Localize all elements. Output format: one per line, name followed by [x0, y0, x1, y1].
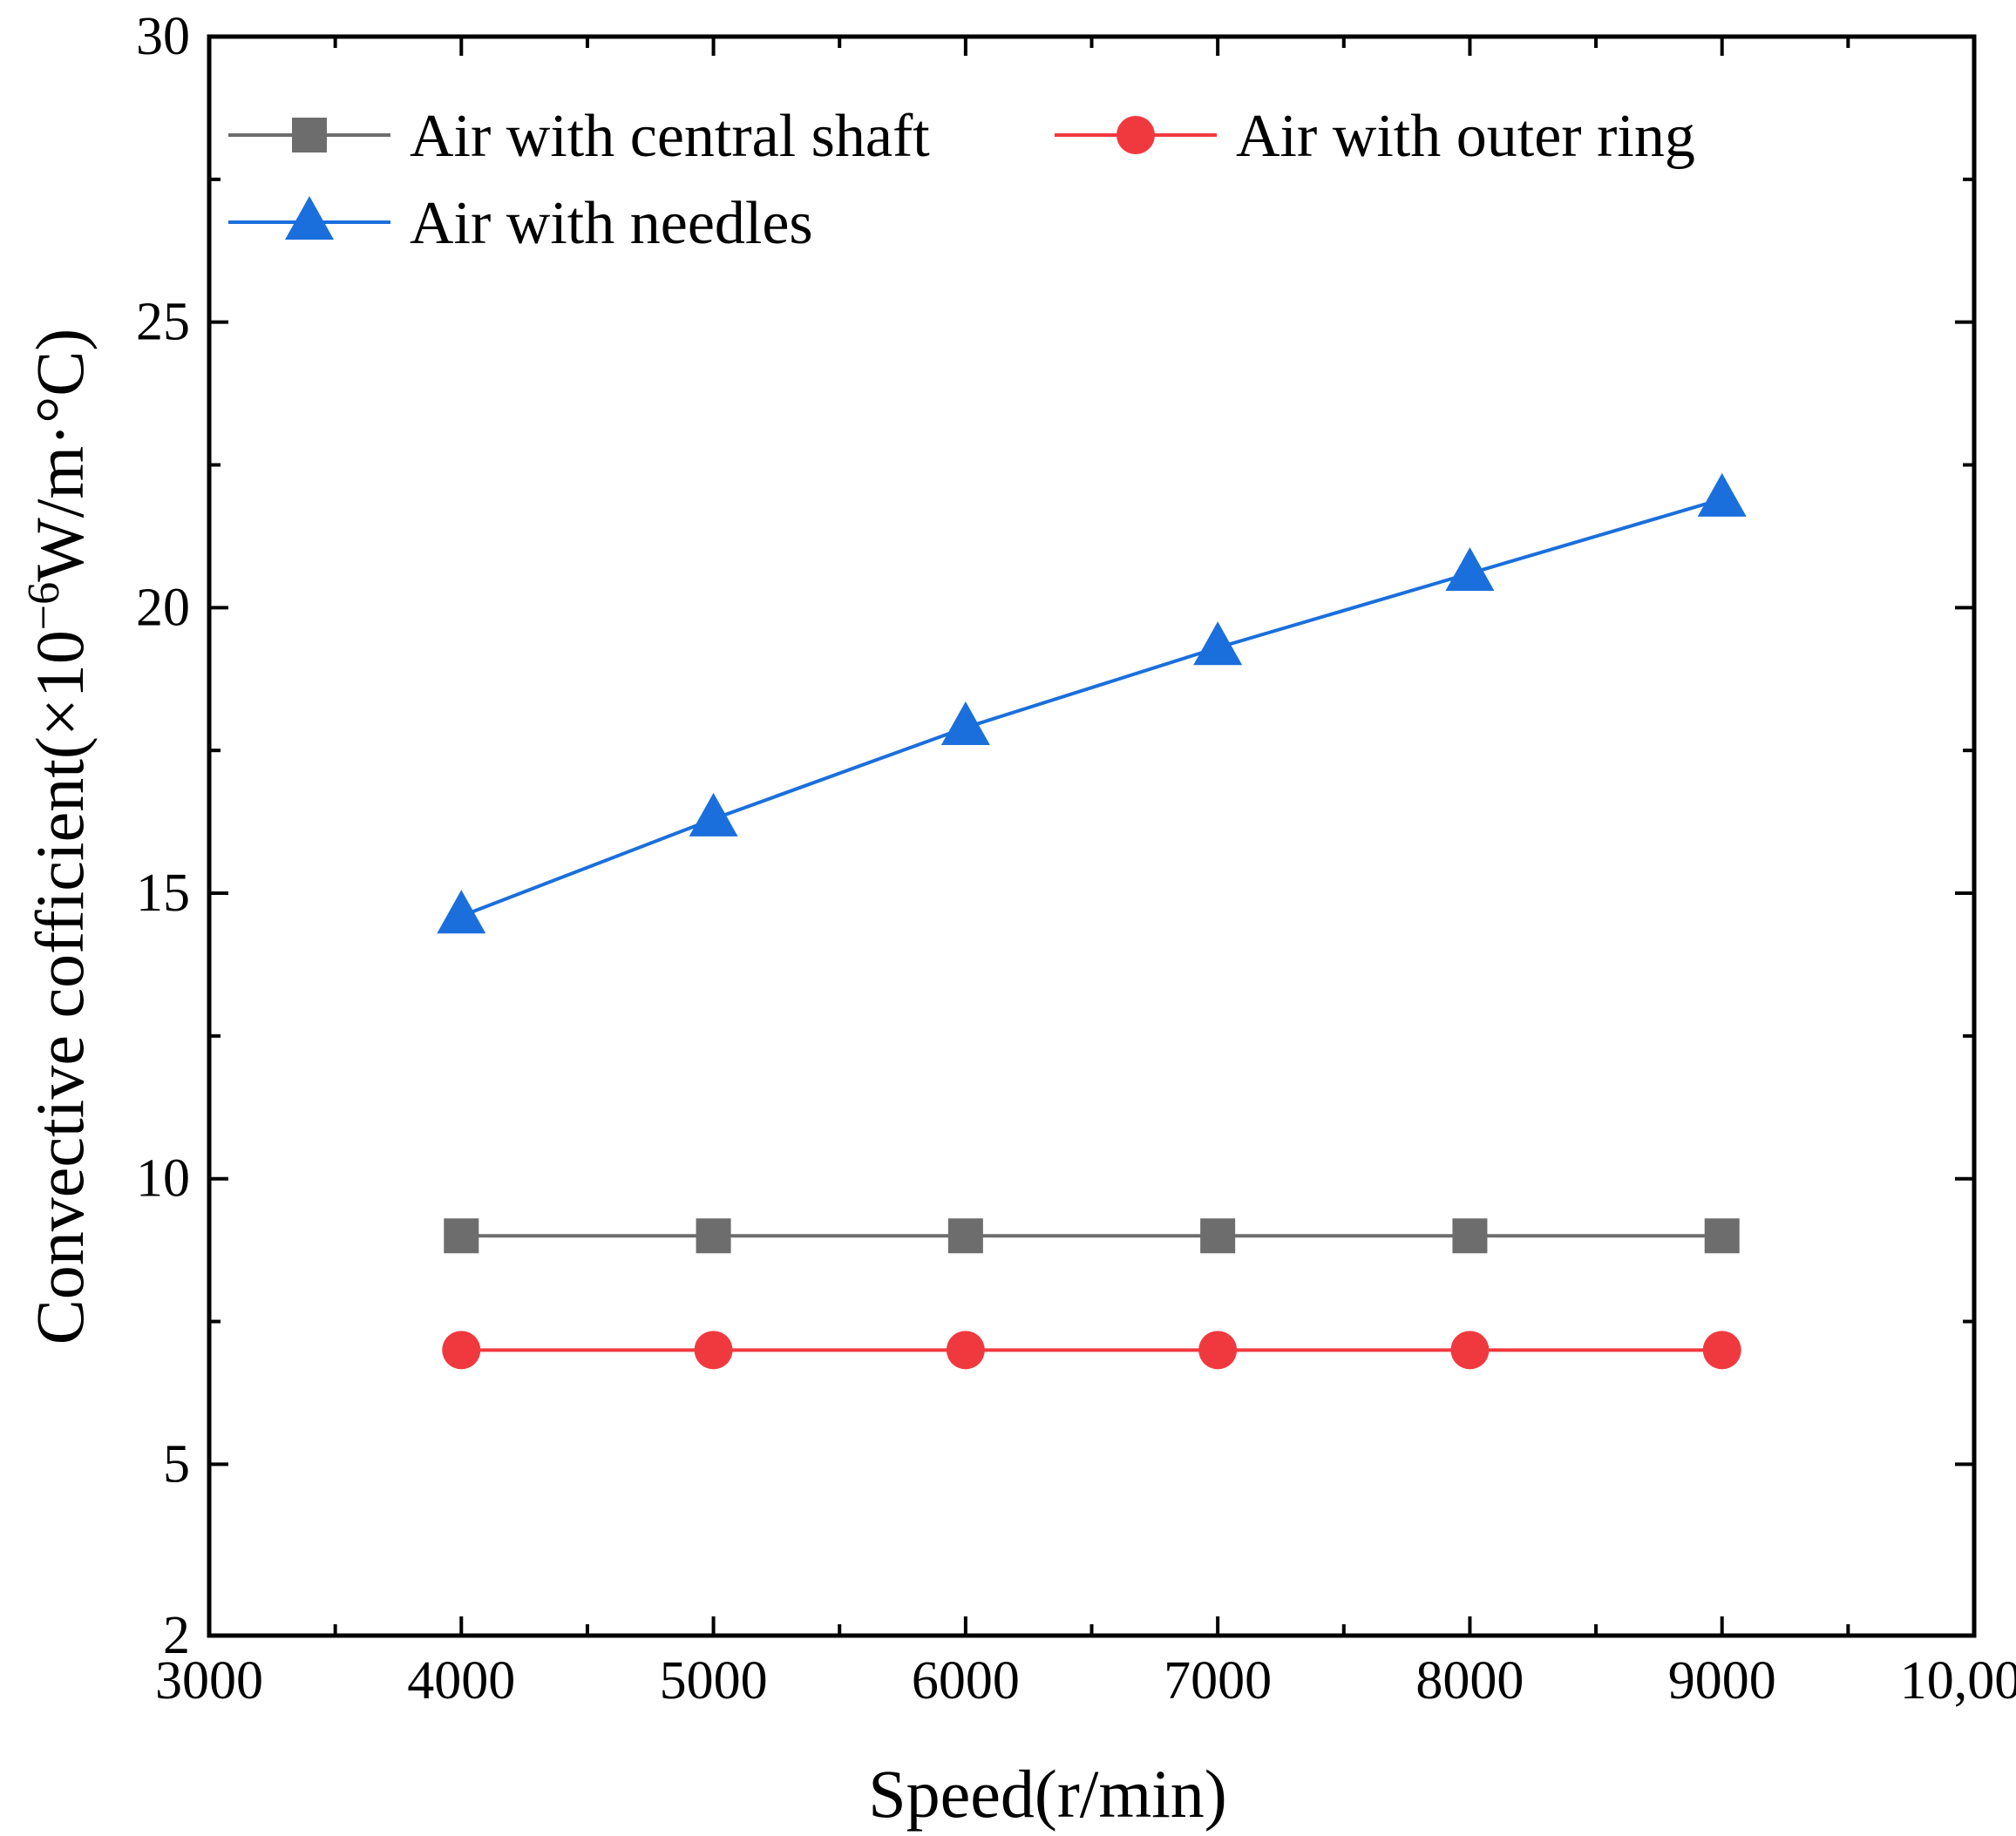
x-axis-title: Speed(r/min) — [868, 1756, 1227, 1832]
series-air-with-needles — [437, 472, 1747, 934]
series-line — [460, 497, 1723, 918]
legend-item: Air with outer ring — [1055, 103, 1695, 170]
data-point-triangle — [689, 792, 738, 837]
y-tick-label: 20 — [136, 578, 190, 637]
data-point-square — [947, 1218, 983, 1254]
data-point-triangle — [1445, 547, 1495, 592]
y-tick-label: 10 — [136, 1149, 190, 1209]
x-tick-label: 9000 — [1668, 1651, 1776, 1711]
series-air-with-central-shaft — [444, 1218, 1740, 1254]
y-axis-title: Convective cofficient(×10−6W/m·°C) — [19, 329, 98, 1345]
x-tick-label: 7000 — [1164, 1651, 1272, 1711]
y-tick-label: 2 — [163, 1606, 190, 1665]
legend-label: Air with central shaft — [410, 103, 930, 170]
data-point-square — [444, 1218, 479, 1254]
data-point-triangle — [1697, 472, 1747, 517]
data-point-circle — [1702, 1331, 1741, 1370]
y-tick-label: 25 — [136, 293, 190, 352]
legend-label: Air with outer ring — [1236, 103, 1695, 170]
legend-marker-square — [292, 118, 327, 152]
data-point-circle — [1450, 1331, 1490, 1370]
y-axis-title-suffix: W/m·°C) — [22, 329, 98, 582]
legend-item: Air with needles — [228, 190, 813, 257]
x-tick-label: 8000 — [1415, 1651, 1524, 1711]
y-tick-label: 5 — [163, 1434, 190, 1494]
data-point-circle — [946, 1331, 985, 1370]
data-point-circle — [442, 1331, 481, 1370]
series-layer — [437, 472, 1747, 1370]
data-point-square — [1452, 1218, 1488, 1254]
data-point-triangle — [437, 890, 486, 934]
x-tick-label: 5000 — [660, 1651, 768, 1711]
series-air-with-outer-ring — [442, 1331, 1741, 1370]
x-tick-label: 6000 — [912, 1651, 1020, 1711]
data-point-square — [696, 1218, 731, 1254]
y-tick-label: 15 — [136, 864, 190, 923]
y-axis-title-prefix: Convective cofficient(×10 — [22, 630, 98, 1345]
data-point-square — [1704, 1218, 1740, 1254]
data-point-circle — [1198, 1331, 1238, 1370]
legend-marker-triangle — [285, 196, 334, 240]
data-point-circle — [694, 1331, 733, 1370]
legend-marker-circle — [1117, 116, 1155, 154]
y-tick-label: 30 — [136, 7, 190, 66]
data-point-triangle — [1193, 621, 1243, 666]
data-point-triangle — [940, 701, 990, 745]
y-axis-title-exponent: −6 — [19, 582, 69, 630]
x-tick-label: 3000 — [155, 1651, 263, 1711]
x-tick-label: 4000 — [407, 1651, 515, 1711]
axis-ticks: 300040005000600070008000900010,000251015… — [136, 7, 2016, 1711]
data-point-square — [1200, 1218, 1236, 1254]
legend: Air with central shaft Air with outer rin… — [228, 103, 1695, 257]
x-tick-label: 10,000 — [1900, 1651, 2016, 1711]
legend-item: Air with central shaft — [228, 103, 930, 170]
legend-label: Air with needles — [410, 190, 813, 257]
